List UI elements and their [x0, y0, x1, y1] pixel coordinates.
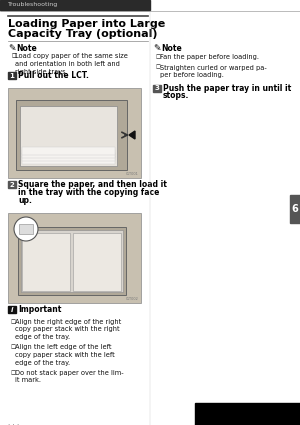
Text: Align the left edge of the left
copy paper stack with the left
edge of the tray.: Align the left edge of the left copy pap…: [15, 345, 115, 366]
Text: 1: 1: [10, 73, 14, 79]
Text: Straighten curled or warped pa-
per before loading.: Straighten curled or warped pa- per befo…: [160, 65, 267, 78]
Text: □: □: [11, 319, 16, 324]
Text: Fan the paper before loading.: Fan the paper before loading.: [160, 54, 259, 60]
Text: Load copy paper of the same size
and orientation in both left and
right side tra: Load copy paper of the same size and ori…: [15, 53, 128, 74]
Text: □: □: [11, 345, 16, 349]
Bar: [20, 106, 117, 166]
Text: up.: up.: [18, 196, 32, 204]
Text: Pull out the LCT.: Pull out the LCT.: [18, 71, 89, 80]
Text: □: □: [156, 54, 161, 59]
Text: □: □: [156, 65, 161, 70]
Bar: [22, 147, 115, 155]
Text: 6: 6: [292, 204, 298, 214]
Bar: [16, 100, 127, 170]
Bar: [8, 88, 141, 178]
Text: 2: 2: [10, 181, 14, 187]
Text: Align the right edge of the right
copy paper stack with the right
edge of the tr: Align the right edge of the right copy p…: [15, 319, 121, 340]
Bar: [195, 403, 300, 425]
Text: Do not stack paper over the lim-
it mark.: Do not stack paper over the lim- it mark…: [15, 370, 124, 383]
Text: CLT001: CLT001: [126, 172, 139, 176]
Bar: [73, 233, 121, 291]
Text: Troubleshooting: Troubleshooting: [8, 2, 58, 7]
Text: Important: Important: [18, 305, 62, 314]
Bar: [0, 0, 150, 10]
Bar: [22, 156, 115, 164]
Text: Capacity Tray (optional): Capacity Tray (optional): [8, 29, 158, 39]
Bar: [8, 72, 16, 79]
Text: Square the paper, and then load it: Square the paper, and then load it: [18, 180, 167, 189]
Bar: [18, 227, 126, 295]
Text: ✎: ✎: [153, 44, 160, 53]
Text: CLT002: CLT002: [126, 297, 139, 301]
Text: Loading Paper into Large: Loading Paper into Large: [8, 19, 165, 29]
Polygon shape: [129, 131, 135, 139]
Text: i: i: [11, 306, 13, 312]
Bar: [21, 230, 123, 292]
Text: 3: 3: [154, 85, 159, 91]
Text: in the tray with the copying face: in the tray with the copying face: [18, 187, 159, 196]
Text: Note: Note: [16, 44, 37, 53]
Bar: [8, 306, 16, 313]
Text: Note: Note: [161, 44, 182, 53]
Bar: [8, 213, 141, 303]
Bar: [153, 85, 161, 91]
Text: stops.: stops.: [163, 91, 189, 100]
Text: □: □: [11, 370, 16, 375]
Bar: [290, 195, 300, 223]
Bar: [8, 181, 16, 188]
Bar: [19, 224, 33, 234]
Circle shape: [14, 217, 38, 241]
Text: · · ·: · · ·: [8, 422, 19, 425]
Text: ✎: ✎: [8, 44, 16, 53]
Bar: [22, 150, 115, 158]
Text: Push the paper tray in until it: Push the paper tray in until it: [163, 83, 291, 93]
Bar: [22, 153, 115, 161]
Bar: [22, 233, 70, 291]
Text: □: □: [11, 53, 16, 58]
